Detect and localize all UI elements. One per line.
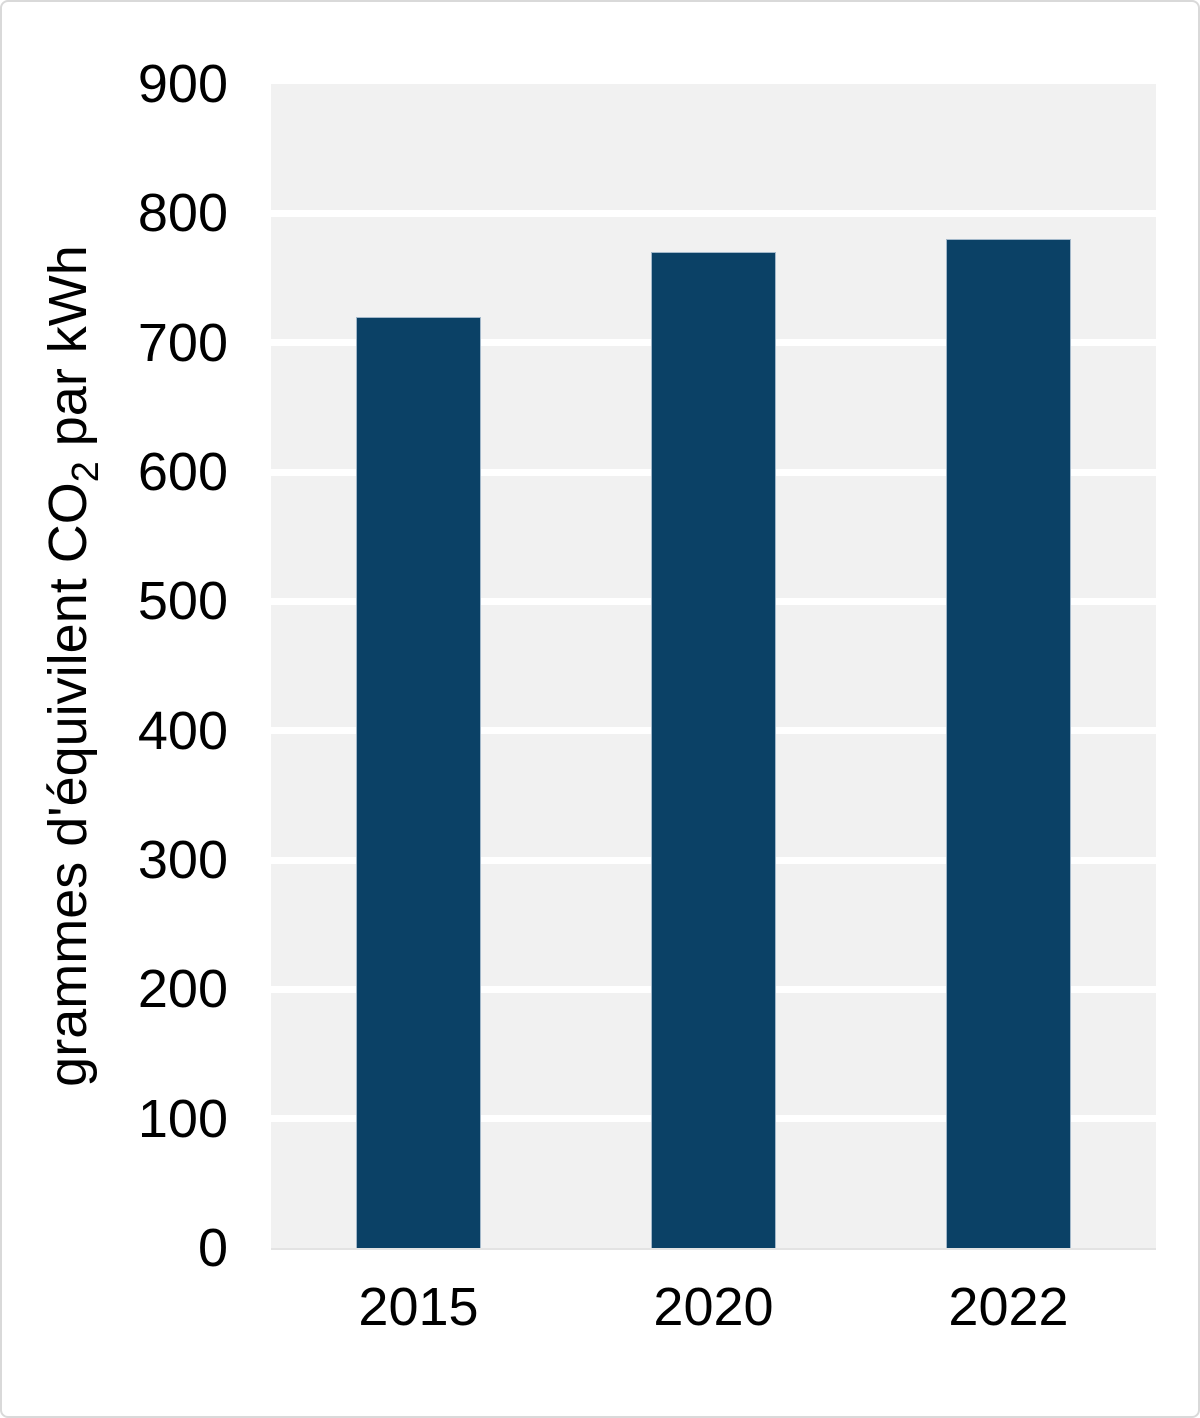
y-tick-label-300: 300 [137, 830, 228, 890]
bar-2020 [651, 252, 776, 1248]
y-tick-label-600: 600 [137, 442, 228, 502]
x-tick-label-2020: 2020 [653, 1277, 774, 1337]
y-tick-label-800: 800 [137, 183, 228, 244]
plot-area [271, 84, 1156, 1250]
gridline-800 [271, 209, 1156, 217]
y-tick-label-0: 0 [197, 1218, 228, 1278]
y-tick-label-200: 200 [137, 959, 228, 1020]
y-tick-label-500: 500 [137, 571, 228, 632]
y-axis-title: grammes d'équivilent CO2 par kWh [38, 245, 107, 1087]
x-tick-label-2022: 2022 [948, 1277, 1069, 1337]
y-tick-label-700: 700 [137, 312, 228, 373]
y-tick-label-400: 400 [137, 700, 228, 761]
bar-2022 [946, 239, 1071, 1248]
bar-2015 [356, 316, 481, 1248]
y-tick-label-100: 100 [137, 1088, 228, 1149]
x-tick-label-2015: 2015 [358, 1277, 479, 1337]
y-tick-label-900: 900 [137, 54, 228, 114]
